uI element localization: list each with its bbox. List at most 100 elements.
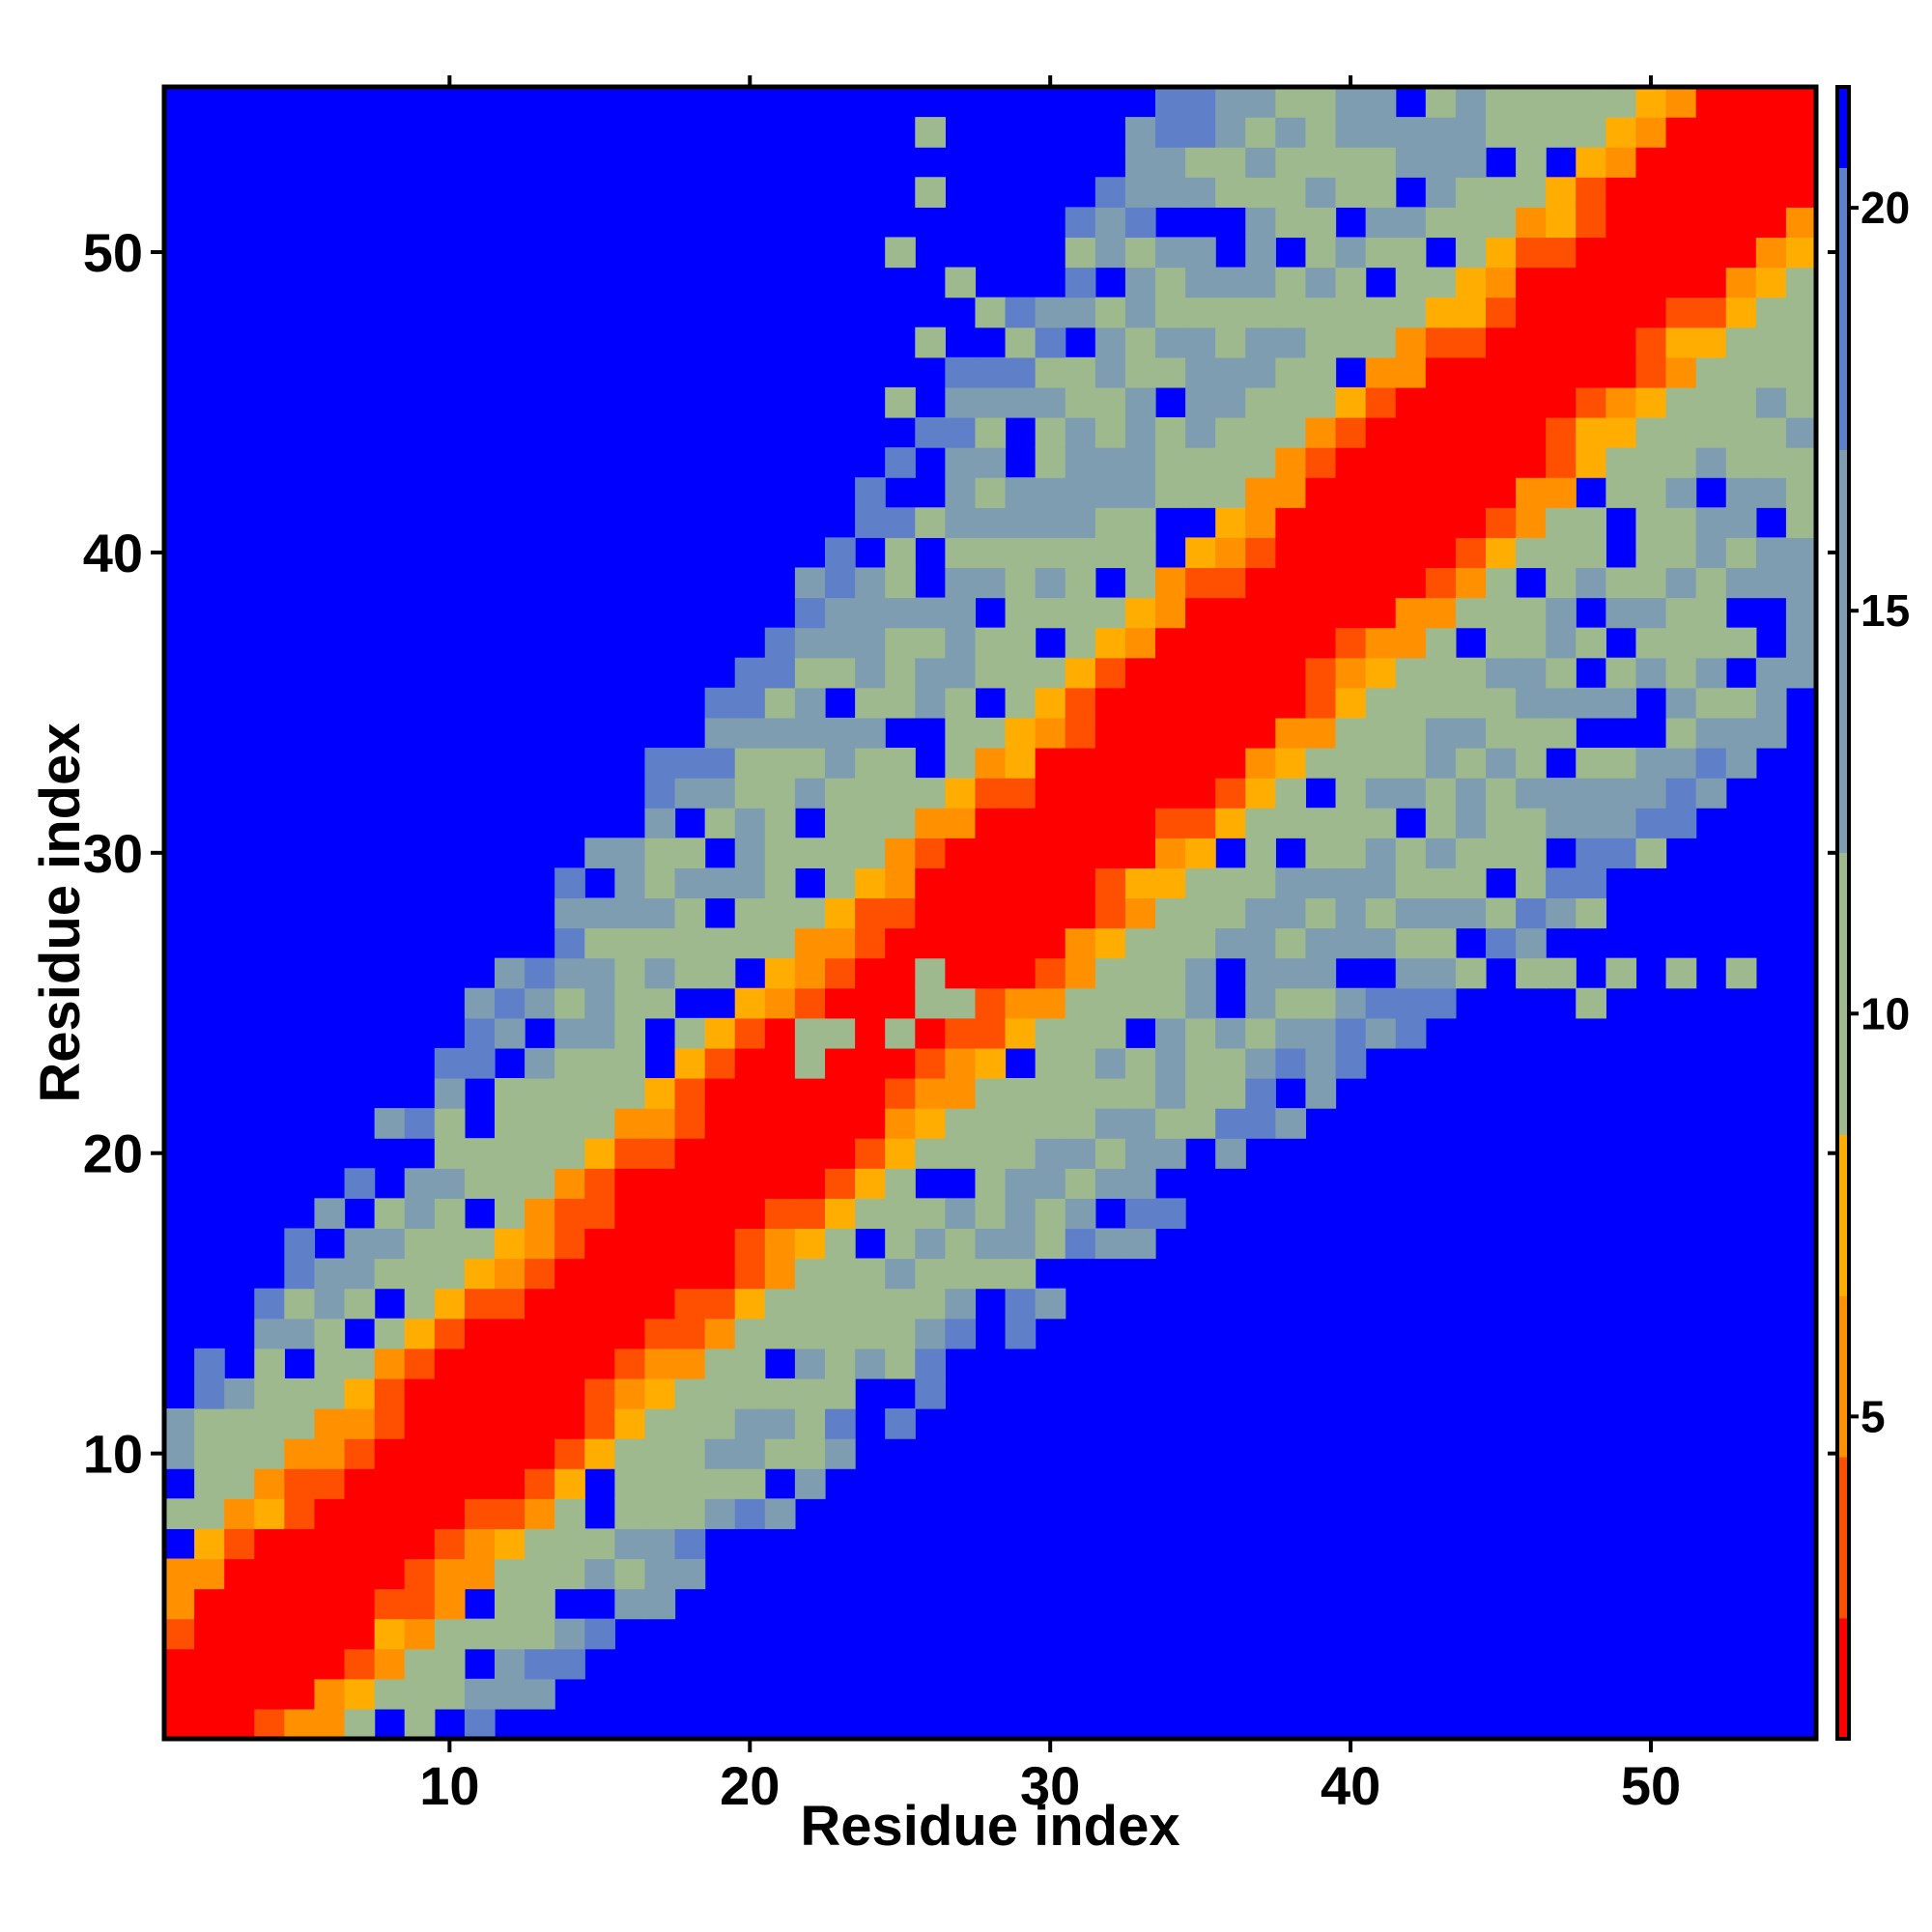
heatmap-cell: [374, 1648, 406, 1680]
heatmap-cell: [1365, 838, 1397, 868]
heatmap-cell: [1185, 778, 1216, 809]
heatmap-cell: [1695, 657, 1727, 689]
heatmap-cell: [1305, 327, 1337, 358]
heatmap-cell: [1665, 657, 1697, 689]
heatmap-cell: [525, 1108, 555, 1139]
heatmap-cell: [1185, 267, 1216, 298]
heatmap-cell: [915, 957, 946, 989]
heatmap-cell: [1665, 87, 1697, 118]
heatmap-cell: [1094, 687, 1126, 719]
heatmap-cell: [314, 1648, 346, 1680]
heatmap-cell: [644, 1078, 676, 1109]
heatmap-cell: [945, 657, 977, 689]
heatmap-cell: [975, 627, 1007, 659]
heatmap-cell: [1365, 327, 1397, 358]
heatmap-cell: [1065, 987, 1096, 1019]
heatmap-cell: [1035, 386, 1066, 418]
heatmap-cell: [554, 1047, 585, 1079]
heatmap-cell: [1155, 717, 1186, 749]
heatmap-cell: [1546, 687, 1577, 719]
heatmap-cell: [1155, 627, 1186, 659]
heatmap-cell: [1365, 748, 1397, 779]
colorbar-segment: [1837, 852, 1849, 1135]
heatmap-cell: [1245, 897, 1276, 929]
heatmap-cell: [194, 1408, 225, 1439]
heatmap-cell: [1516, 327, 1547, 358]
heatmap-cell: [945, 356, 977, 388]
heatmap-cell: [584, 1138, 615, 1169]
heatmap-cell: [704, 1288, 736, 1320]
heatmap-cell: [554, 1528, 585, 1560]
heatmap-cell: [1155, 1078, 1186, 1109]
heatmap-cell: [1065, 838, 1096, 868]
heatmap-cell: [1665, 567, 1697, 599]
heatmap-cell: [1516, 687, 1547, 719]
heatmap-cell: [1005, 867, 1037, 899]
heatmap-cell: [1546, 237, 1577, 269]
heatmap-cell: [374, 1348, 406, 1379]
heatmap-cell: [1275, 117, 1307, 148]
heatmap-cell: [194, 1468, 225, 1499]
heatmap-cell: [1665, 808, 1697, 838]
heatmap-cell: [1486, 627, 1517, 659]
heatmap-cell: [704, 1258, 736, 1290]
heatmap-cell: [1275, 717, 1307, 749]
heatmap-cell: [1516, 237, 1547, 269]
heatmap-cell: [1094, 627, 1126, 659]
heatmap-cell: [1425, 507, 1457, 538]
heatmap-cell: [1695, 717, 1727, 749]
heatmap-cell: [554, 1138, 585, 1169]
heatmap-cell: [704, 717, 736, 749]
heatmap-cell: [1755, 356, 1787, 388]
heatmap-cell: [915, 597, 946, 629]
heatmap-cell: [1065, 417, 1096, 448]
heatmap-cell: [1245, 417, 1276, 448]
heatmap-cell: [915, 177, 946, 208]
heatmap-cell: [1665, 778, 1697, 809]
heatmap-cell: [825, 1258, 856, 1290]
heatmap-cell: [1124, 987, 1156, 1019]
heatmap-cell: [1035, 927, 1066, 959]
heatmap-cell: [464, 1258, 496, 1290]
heatmap-cell: [1185, 87, 1216, 118]
heatmap-cell: [1425, 567, 1457, 599]
heatmap-cell: [404, 1498, 436, 1529]
heatmap-cell: [1065, 717, 1096, 749]
heatmap-cell: [764, 838, 796, 868]
heatmap-cell: [1335, 778, 1367, 809]
heatmap-cell: [1005, 717, 1037, 749]
heatmap-cell: [1455, 237, 1487, 269]
heatmap-cell: [374, 1408, 406, 1439]
heatmap-cell: [644, 1558, 676, 1590]
heatmap-cell: [734, 838, 766, 868]
heatmap-cell: [374, 1498, 406, 1529]
heatmap-cell: [1124, 838, 1156, 868]
heatmap-cell: [975, 356, 1007, 388]
heatmap-cell: [915, 838, 946, 868]
heatmap-cell: [855, 1078, 886, 1109]
heatmap-cell: [1395, 386, 1427, 418]
heatmap-cell: [1094, 1047, 1126, 1079]
heatmap-cell: [764, 1318, 796, 1350]
heatmap-cell: [284, 1678, 316, 1710]
heatmap-cell: [1005, 477, 1037, 508]
heatmap-cell: [614, 1198, 646, 1230]
heatmap-cell: [1365, 897, 1397, 929]
heatmap-cell: [855, 657, 886, 689]
heatmap-cell: [1335, 987, 1367, 1019]
heatmap-cell: [1576, 237, 1606, 269]
heatmap-cell: [1365, 717, 1397, 749]
heatmap-cell: [1576, 327, 1606, 358]
heatmap-cell: [1035, 356, 1066, 388]
heatmap-cell: [1365, 117, 1397, 148]
heatmap-cell: [254, 1438, 285, 1469]
heatmap-cell: [855, 897, 886, 929]
heatmap-cell: [1395, 867, 1427, 899]
heatmap-cell: [1305, 297, 1337, 328]
heatmap-cell: [1425, 987, 1457, 1019]
heatmap-cell: [1005, 1228, 1037, 1260]
heatmap-cell: [1395, 687, 1427, 719]
heatmap-cell: [1785, 267, 1817, 298]
heatmap-cell: [495, 1228, 526, 1260]
heatmap-cell: [1305, 627, 1337, 659]
